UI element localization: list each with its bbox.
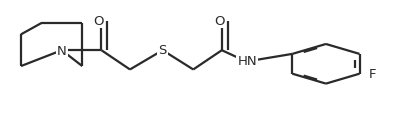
Text: S: S bbox=[159, 44, 167, 57]
Text: O: O bbox=[94, 15, 104, 28]
Text: F: F bbox=[369, 68, 376, 80]
Text: HN: HN bbox=[237, 55, 257, 68]
Text: N: N bbox=[57, 44, 67, 57]
Text: O: O bbox=[214, 15, 225, 28]
